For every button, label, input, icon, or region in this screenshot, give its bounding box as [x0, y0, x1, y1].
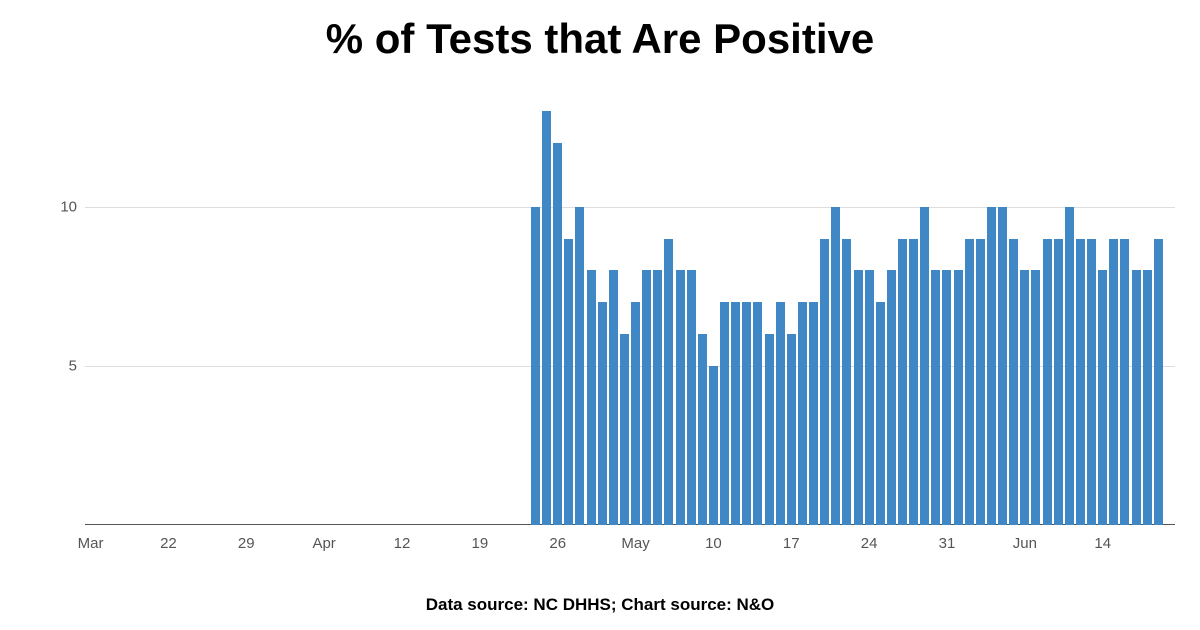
x-tick-label: 12 [394, 535, 411, 552]
bar [609, 270, 618, 525]
bar [1009, 239, 1018, 525]
bar [742, 302, 751, 525]
bar [587, 270, 596, 525]
bar [664, 239, 673, 525]
bar [787, 334, 796, 525]
bar [598, 302, 607, 525]
bar [1065, 207, 1074, 525]
x-tick-label: 31 [939, 535, 956, 552]
bar [1132, 270, 1141, 525]
chart-container: % of Tests that Are Positive Data source… [0, 0, 1200, 630]
bar [920, 207, 929, 525]
bar [731, 302, 740, 525]
x-tick-label: 14 [1094, 535, 1111, 552]
bar [709, 366, 718, 525]
y-tick-label: 10 [60, 198, 77, 215]
x-tick-label: May [621, 535, 649, 552]
bar [720, 302, 729, 525]
bar [575, 207, 584, 525]
bar [676, 270, 685, 525]
bar [954, 270, 963, 525]
x-tick-label: Apr [312, 535, 335, 552]
bar [887, 270, 896, 525]
y-tick-label: 5 [69, 357, 77, 374]
x-tick-label: 22 [160, 535, 177, 552]
bar [1120, 239, 1129, 525]
x-tick-label: 26 [549, 535, 566, 552]
x-tick-label: 29 [238, 535, 255, 552]
bar [753, 302, 762, 525]
bar [1143, 270, 1152, 525]
bar [1054, 239, 1063, 525]
bar [1031, 270, 1040, 525]
bar [976, 239, 985, 525]
gridline [85, 207, 1175, 208]
bar [942, 270, 951, 525]
bar [564, 239, 573, 525]
bar [909, 239, 918, 525]
chart-plot-area: 510Mar2229Apr121926May10172431Jun14 [85, 105, 1175, 525]
bar [998, 207, 1007, 525]
bar [865, 270, 874, 525]
bar [1076, 239, 1085, 525]
bar [1043, 239, 1052, 525]
bar [542, 111, 551, 525]
bar [1098, 270, 1107, 525]
bar [631, 302, 640, 525]
x-tick-label: 24 [861, 535, 878, 552]
bar [765, 334, 774, 525]
bar [1109, 239, 1118, 525]
bar [898, 239, 907, 525]
bar [809, 302, 818, 525]
chart-title: % of Tests that Are Positive [0, 15, 1200, 63]
bar [876, 302, 885, 525]
bar [831, 207, 840, 525]
x-tick-label: 17 [783, 535, 800, 552]
bar [698, 334, 707, 525]
bar [776, 302, 785, 525]
bar [531, 207, 540, 525]
bar [653, 270, 662, 525]
bar [1020, 270, 1029, 525]
x-tick-label: Mar [78, 535, 104, 552]
bar [854, 270, 863, 525]
chart-caption: Data source: NC DHHS; Chart source: N&O [0, 595, 1200, 615]
bar [553, 143, 562, 525]
bar [931, 270, 940, 525]
bar [620, 334, 629, 525]
bar [1154, 239, 1163, 525]
bar [842, 239, 851, 525]
bar [642, 270, 651, 525]
bar [687, 270, 696, 525]
bar [965, 239, 974, 525]
x-tick-label: Jun [1013, 535, 1037, 552]
x-tick-label: 10 [705, 535, 722, 552]
bar [798, 302, 807, 525]
x-tick-label: 19 [472, 535, 489, 552]
bar [987, 207, 996, 525]
bar [1087, 239, 1096, 525]
bar [820, 239, 829, 525]
